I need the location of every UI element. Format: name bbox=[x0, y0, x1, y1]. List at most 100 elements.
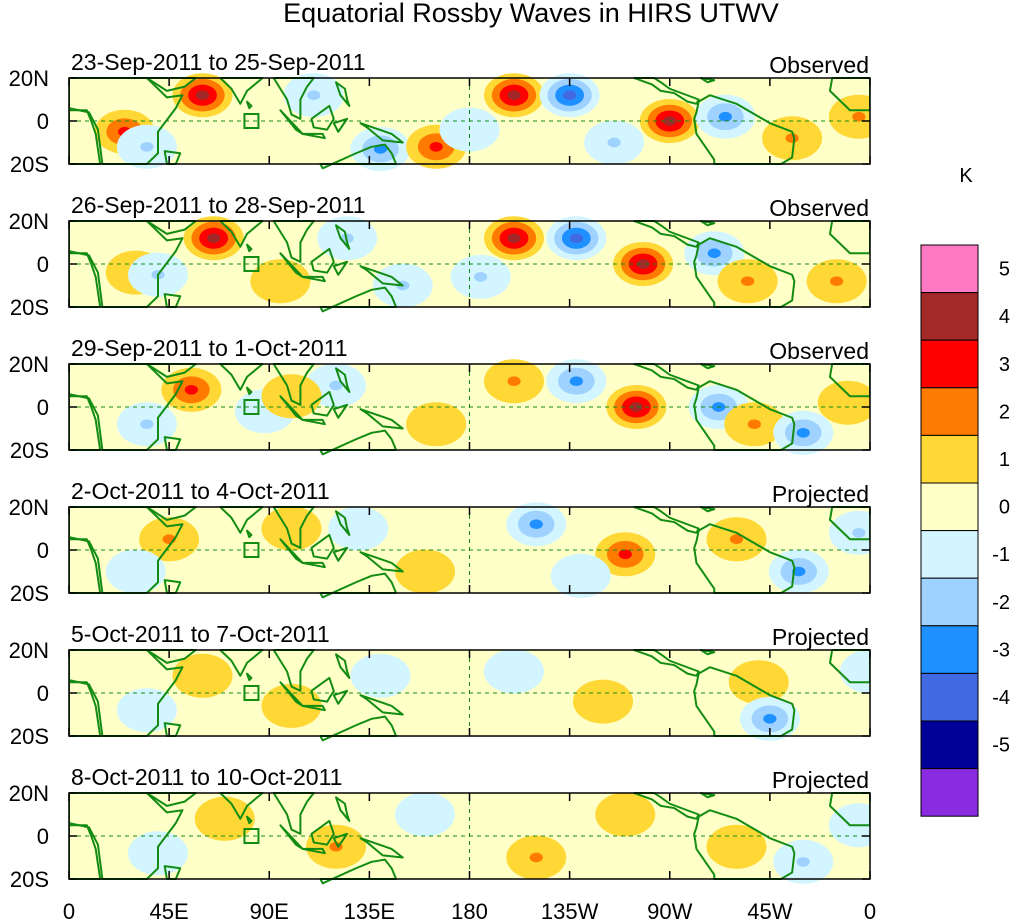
latitude-label: 20S bbox=[10, 438, 49, 463]
coastline bbox=[246, 815, 253, 825]
anomaly-contour bbox=[618, 549, 632, 560]
latitude-label: 0 bbox=[37, 824, 49, 849]
coastline bbox=[699, 77, 716, 84]
latitude-label: 20S bbox=[10, 724, 49, 749]
coastline bbox=[319, 286, 398, 313]
anomaly-contour bbox=[852, 527, 866, 538]
coastline bbox=[301, 418, 326, 426]
reference-box bbox=[243, 542, 260, 558]
figure-title: Equatorial Rossby Waves in HIRS UTWV bbox=[283, 0, 779, 28]
longitude-label: 135W bbox=[541, 899, 599, 924]
anomaly-contour bbox=[395, 792, 455, 837]
anomaly-contour bbox=[261, 683, 322, 728]
anomaly-contour bbox=[329, 380, 343, 391]
map-panel: 20N 0 20S 2-Oct-2011 to 4-Oct-2011 Projected bbox=[9, 478, 871, 606]
coastline bbox=[332, 260, 349, 276]
coastline bbox=[246, 529, 253, 539]
latitude-label: 20N bbox=[9, 781, 49, 806]
panel-kind-label: Observed bbox=[769, 52, 869, 78]
coastline bbox=[69, 220, 184, 308]
coastline bbox=[693, 94, 796, 165]
longitude-label: 135E bbox=[344, 899, 395, 924]
latitude-label: 20S bbox=[10, 152, 49, 177]
anomaly-contour bbox=[507, 233, 521, 244]
coastline bbox=[633, 363, 700, 391]
colorbar-swatch bbox=[920, 244, 979, 294]
latitude-label: 0 bbox=[37, 395, 49, 420]
coastline bbox=[301, 561, 326, 569]
coastline bbox=[699, 506, 716, 513]
coastline bbox=[332, 546, 349, 562]
coastline bbox=[279, 395, 304, 421]
coastline bbox=[272, 363, 315, 406]
colorbar-label: -2 bbox=[992, 592, 1010, 614]
coastline bbox=[633, 792, 700, 820]
longitude-label: 0 bbox=[864, 899, 876, 924]
anomaly-contour bbox=[741, 276, 755, 287]
coastline bbox=[279, 538, 304, 564]
reference-box bbox=[243, 685, 260, 701]
colorbar-swatch bbox=[920, 672, 979, 722]
latitude-label: 20N bbox=[9, 352, 49, 377]
anomaly-contour bbox=[792, 566, 806, 577]
anomaly-contour bbox=[569, 233, 583, 244]
colorbar-swatch bbox=[920, 768, 979, 817]
coastline bbox=[359, 837, 404, 859]
coastline bbox=[633, 649, 700, 677]
colorbar-tick-labels: 5 4 3 2 1 0 -1 -2 -3 -4 -5 bbox=[992, 259, 1010, 757]
colorbar-label: 3 bbox=[999, 354, 1010, 376]
anomaly-contour bbox=[195, 90, 210, 101]
colorbar-swatch bbox=[920, 530, 979, 579]
reference-box bbox=[243, 828, 260, 844]
longitude-label: 180 bbox=[451, 899, 488, 924]
colorbar-swatch bbox=[920, 292, 979, 341]
coastline bbox=[279, 109, 304, 135]
coastline bbox=[335, 653, 351, 679]
coastline bbox=[332, 832, 349, 848]
anomaly-contour bbox=[406, 402, 467, 447]
coastline bbox=[319, 858, 398, 885]
anomaly-contour bbox=[817, 380, 870, 425]
coastline bbox=[332, 403, 349, 419]
anomaly-contour bbox=[261, 374, 322, 419]
anomaly-contour bbox=[484, 649, 544, 694]
longitude-label: 90W bbox=[647, 899, 692, 924]
coastline bbox=[272, 77, 315, 120]
coastline bbox=[633, 77, 700, 105]
latitude-label: 20N bbox=[9, 638, 49, 663]
latitude-label: 0 bbox=[37, 538, 49, 563]
coastline bbox=[246, 672, 253, 682]
coastline bbox=[301, 275, 326, 283]
coastline bbox=[69, 681, 102, 737]
colorbar-label: -5 bbox=[992, 735, 1010, 757]
latitude-label: 20N bbox=[9, 66, 49, 91]
colorbar-label: -1 bbox=[992, 544, 1010, 566]
coastline bbox=[693, 523, 796, 594]
anomaly-contour bbox=[728, 660, 789, 705]
coastline bbox=[319, 572, 398, 599]
anomaly-contour bbox=[140, 419, 154, 430]
colorbar-label: -3 bbox=[992, 639, 1010, 661]
coastline bbox=[69, 109, 102, 165]
colorbar-label: 0 bbox=[999, 497, 1010, 519]
latitude-label: 20S bbox=[10, 867, 49, 892]
coastline bbox=[332, 689, 349, 705]
coastline bbox=[335, 224, 351, 250]
coastline bbox=[319, 143, 398, 170]
anomaly-contour bbox=[194, 796, 255, 841]
coastline bbox=[693, 809, 796, 880]
coastline bbox=[699, 792, 716, 799]
coastline bbox=[69, 824, 102, 880]
coastline bbox=[272, 506, 315, 549]
latitude-label: 20S bbox=[10, 581, 49, 606]
anomaly-contour bbox=[707, 248, 721, 259]
map-panel: 20N 0 20S 5-Oct-2011 to 7-Oct-2011 Projected bbox=[9, 621, 871, 749]
coastline bbox=[310, 104, 335, 131]
colorbar-label: 2 bbox=[999, 401, 1010, 423]
reference-box bbox=[243, 399, 260, 415]
map-panel: 20N 0 20S 29-Sep-2011 to 1-Oct-2011 Observed bbox=[9, 335, 871, 463]
panel-date-range: 23-Sep-2011 to 25-Sep-2011 bbox=[71, 49, 366, 75]
coastline bbox=[693, 237, 796, 308]
anomaly-contour bbox=[474, 272, 488, 282]
anomaly-contour bbox=[429, 141, 443, 152]
